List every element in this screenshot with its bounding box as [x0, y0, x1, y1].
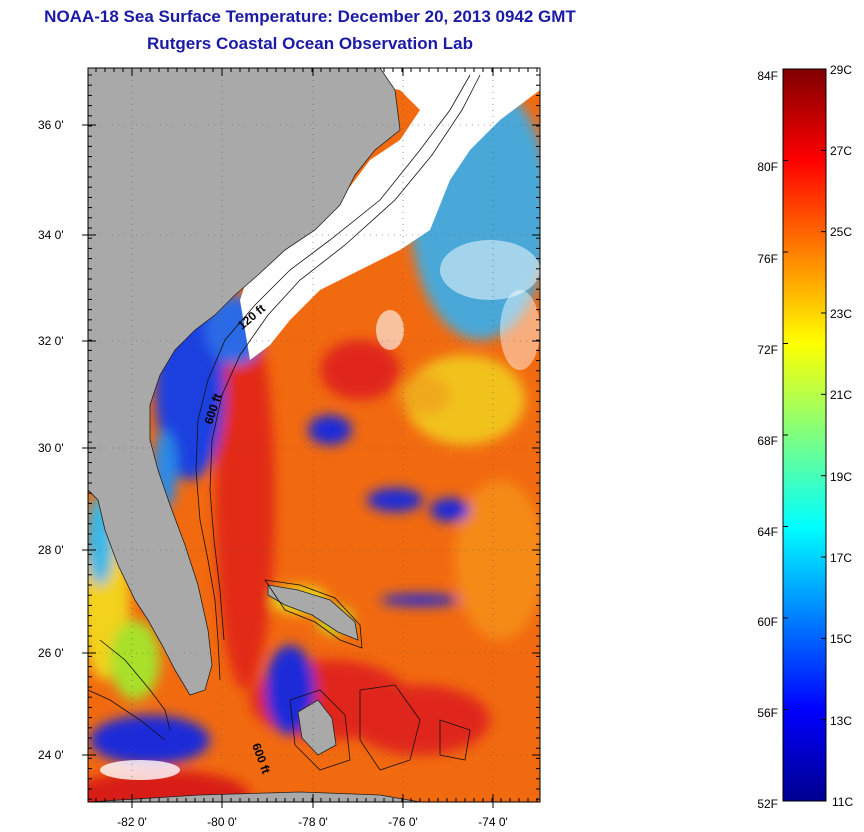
cold-patch-d	[380, 594, 460, 606]
orange-east	[455, 480, 540, 640]
lat-label: 26 0'	[38, 646, 64, 660]
cold-patch-c	[430, 498, 470, 522]
island-andros	[297, 699, 337, 756]
island-cuba	[88, 791, 421, 802]
bathymetry-contours	[88, 74, 481, 771]
lon-label: -80 0'	[207, 815, 237, 829]
map-tick-marks	[82, 68, 540, 808]
land-southeast-us	[88, 68, 401, 696]
lat-label: 28 0'	[38, 543, 64, 557]
map-title: NOAA-18 Sea Surface Temperature: Decembe…	[44, 7, 576, 26]
lat-label: 36 0'	[38, 118, 64, 132]
island-grand-bahama	[267, 584, 359, 641]
lon-label: -76 0'	[388, 815, 418, 829]
green-gulf	[110, 620, 160, 700]
cold-patch-a	[308, 415, 352, 445]
map-subtitle: Rutgers Coastal Ocean Observation Lab	[147, 34, 473, 53]
lon-label: -82 0'	[117, 815, 147, 829]
lat-label: 30 0'	[38, 441, 64, 455]
warm-gulfstream	[215, 310, 275, 690]
yellow-patch-2	[400, 375, 450, 415]
map-raster	[88, 68, 540, 802]
lon-label: -78 0'	[298, 815, 328, 829]
grid-lines	[88, 68, 540, 802]
cloud-mask	[100, 68, 540, 780]
lat-label: 34 0'	[38, 228, 64, 242]
lon-label: -74 0'	[478, 815, 508, 829]
map-frame	[87, 67, 541, 803]
cold-patch-b	[367, 488, 423, 512]
lat-label: 24 0'	[38, 748, 64, 762]
lat-label: 32 0'	[38, 334, 64, 348]
cold-keys	[90, 715, 210, 765]
warm-ne-patch	[320, 340, 400, 400]
